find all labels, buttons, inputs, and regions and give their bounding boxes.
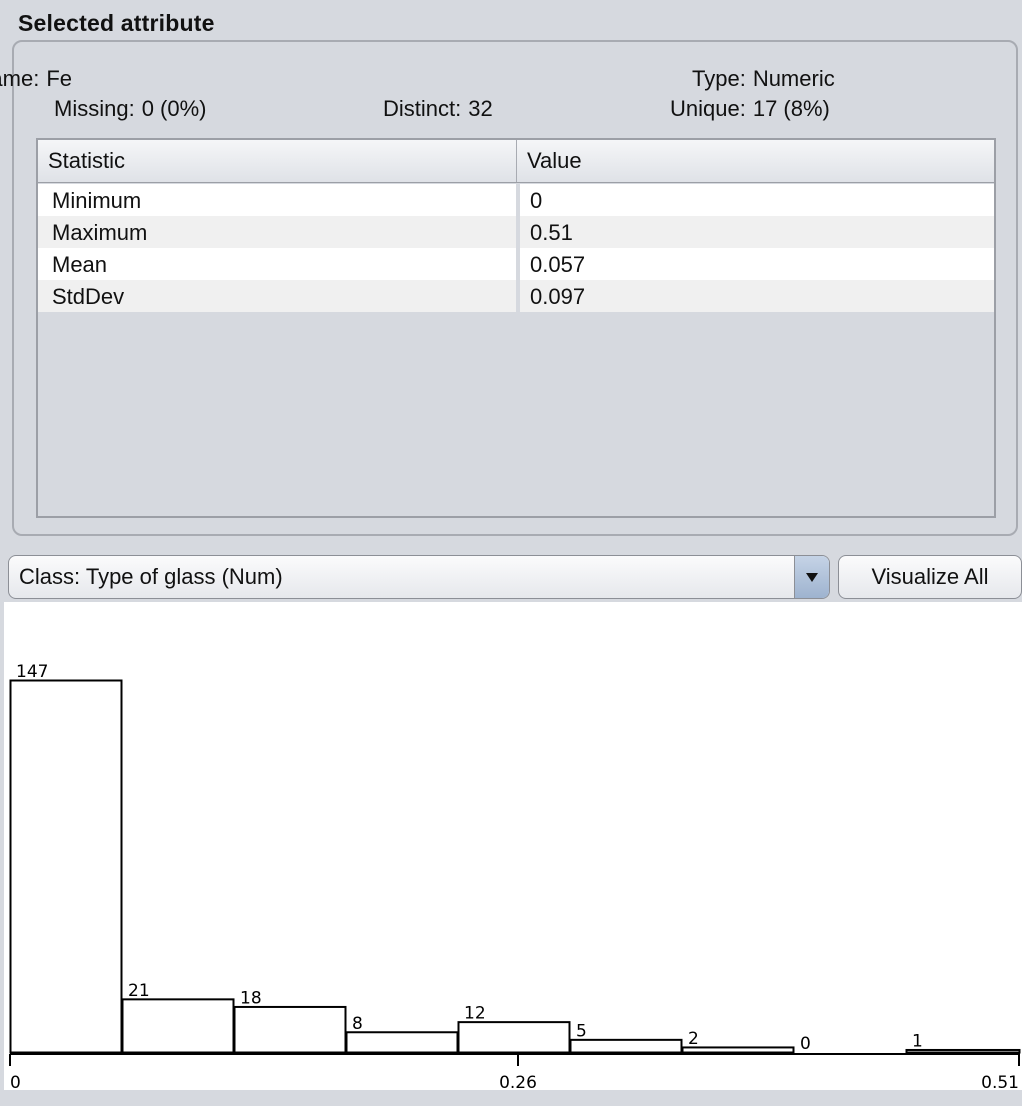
value-cell: 0.51 xyxy=(520,216,994,248)
bar-count-label: 8 xyxy=(352,1014,363,1034)
bar-count-label: 12 xyxy=(464,1004,486,1024)
histogram-bar xyxy=(905,1048,1021,1054)
attribute-type: Type: Numeric xyxy=(692,66,835,92)
value-cell: 0.057 xyxy=(520,248,994,280)
histogram-panel: 147 21 18 8 12 5 2 0 1 0 0.26 0.51 xyxy=(4,602,1022,1093)
unique-label: Unique: xyxy=(670,96,746,121)
bar-count-label: 0 xyxy=(800,1034,811,1054)
bar-count-label: 2 xyxy=(688,1029,699,1049)
histogram-bar xyxy=(457,1021,571,1054)
value-cell: 0.097 xyxy=(520,280,994,312)
statistic-cell: Minimum xyxy=(38,184,516,216)
column-header-statistic[interactable]: Statistic xyxy=(48,148,126,173)
table-row[interactable]: Mean 0.057 xyxy=(38,248,994,280)
chevron-down-icon[interactable] xyxy=(794,556,829,598)
histogram-bar xyxy=(233,1005,347,1054)
statistics-table: Statistic Value Minimum 0 Maximum 0.51 M… xyxy=(36,138,996,518)
attribute-distinct: Distinct: 32 xyxy=(383,96,493,122)
table-row[interactable]: StdDev 0.097 xyxy=(38,280,994,312)
statistic-cell: Maximum xyxy=(38,216,516,248)
x-tick-label: 0 xyxy=(10,1073,21,1090)
column-header-value[interactable]: Value xyxy=(516,140,994,182)
attribute-missing: Missing: 0 (0%) xyxy=(54,96,206,122)
section-title: Selected attribute xyxy=(18,10,215,36)
value-cell: 0 xyxy=(520,184,994,216)
bar-count-label: 147 xyxy=(16,662,48,682)
table-row[interactable]: Minimum 0 xyxy=(38,184,994,216)
name-value: Fe xyxy=(46,66,72,91)
class-select-value: Class: Type of glass (Num) xyxy=(19,564,283,589)
bar-count-label: 18 xyxy=(240,988,262,1008)
statistic-cell: StdDev xyxy=(38,280,516,312)
visualize-all-button[interactable]: Visualize All xyxy=(838,555,1022,599)
unique-value: 17 (8%) xyxy=(752,96,830,121)
name-label: Name: xyxy=(0,66,40,91)
x-tick-label: 0.51 xyxy=(981,1073,1019,1090)
class-select[interactable]: Class: Type of glass (Num) xyxy=(8,555,830,599)
attribute-unique: Unique: 17 (8%) xyxy=(670,96,830,122)
histogram-bar xyxy=(9,679,123,1054)
table-row[interactable]: Maximum 0.51 xyxy=(38,216,994,248)
histogram-bar xyxy=(121,998,235,1054)
distinct-value: 32 xyxy=(468,96,493,121)
table-header: Statistic Value xyxy=(38,140,994,183)
attribute-name: Name:Fe xyxy=(0,66,72,92)
histogram-bar xyxy=(345,1031,459,1054)
type-label: Type: xyxy=(692,66,746,91)
distinct-label: Distinct: xyxy=(383,96,462,121)
statistic-cell: Mean xyxy=(38,248,516,280)
missing-value: 0 (0%) xyxy=(141,96,207,121)
bar-count-label: 1 xyxy=(912,1031,923,1051)
histogram-bar xyxy=(681,1046,795,1054)
x-tick-label: 0.26 xyxy=(499,1073,537,1090)
bar-count-label: 21 xyxy=(128,981,150,1001)
type-value: Numeric xyxy=(752,66,835,91)
histogram-chart: 147 21 18 8 12 5 2 0 1 0 0.26 0.51 xyxy=(9,662,1021,1093)
histogram-bar xyxy=(569,1038,683,1054)
bar-count-label: 5 xyxy=(576,1021,587,1041)
missing-label: Missing: xyxy=(54,96,135,121)
